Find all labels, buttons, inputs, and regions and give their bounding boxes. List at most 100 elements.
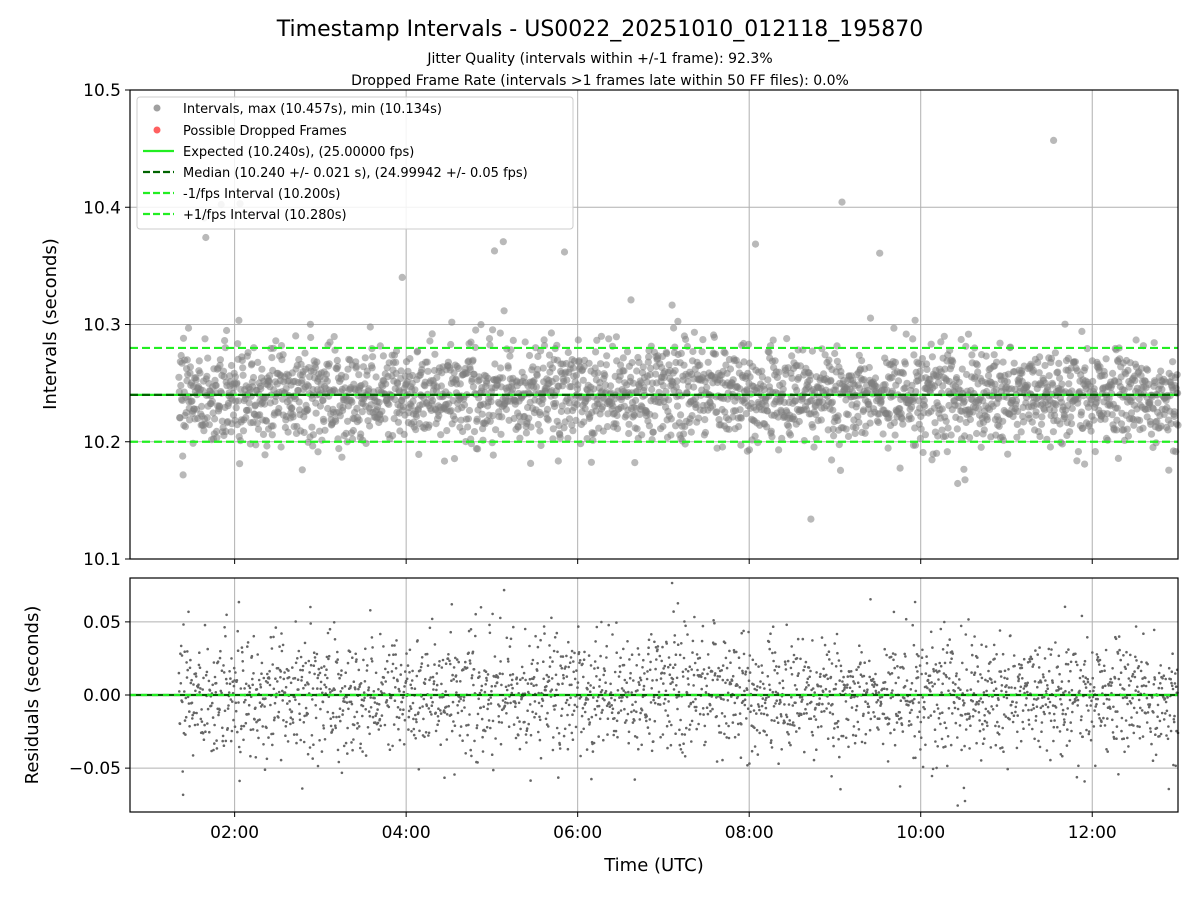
interval-point xyxy=(292,332,300,340)
residual-point xyxy=(266,681,270,684)
residual-point xyxy=(858,644,861,647)
interval-point xyxy=(587,458,596,466)
interval-point xyxy=(437,431,445,439)
residual-point xyxy=(720,669,723,672)
residual-point xyxy=(423,735,426,739)
residual-point xyxy=(642,688,645,691)
residual-point xyxy=(1028,657,1031,661)
residual-point xyxy=(903,696,906,700)
residual-point xyxy=(760,704,764,708)
residual-point xyxy=(206,647,209,651)
residual-point xyxy=(1021,709,1025,712)
residual-point xyxy=(800,713,803,716)
residual-point xyxy=(937,678,940,681)
residual-point xyxy=(941,711,944,714)
interval-point xyxy=(326,338,334,346)
residual-point xyxy=(824,687,828,691)
residual-point xyxy=(254,706,257,710)
interval-point xyxy=(353,404,361,412)
residual-point xyxy=(413,687,417,690)
residual-point xyxy=(433,643,437,646)
interval-point xyxy=(464,423,472,431)
residual-point xyxy=(980,676,984,680)
residual-point xyxy=(845,686,849,689)
residual-point xyxy=(951,712,954,715)
residual-point xyxy=(339,673,343,677)
residual-point xyxy=(722,698,725,701)
residual-point xyxy=(222,671,226,674)
residual-point xyxy=(605,656,608,659)
intervals-y-axis-label: Intervals (seconds) xyxy=(40,238,61,410)
residual-point xyxy=(717,724,721,728)
residual-point xyxy=(876,698,880,702)
residual-point xyxy=(371,646,374,649)
residual-point xyxy=(577,625,580,628)
residual-point xyxy=(647,652,650,656)
residual-point xyxy=(680,642,683,645)
residual-point xyxy=(359,746,362,750)
interval-point xyxy=(545,351,554,359)
residual-point xyxy=(576,681,580,684)
residual-point xyxy=(1012,654,1016,657)
residual-point xyxy=(802,712,806,715)
interval-point xyxy=(557,407,566,416)
interval-point xyxy=(313,358,321,366)
residual-point xyxy=(582,658,586,661)
residual-point xyxy=(604,689,608,693)
residual-point xyxy=(784,668,788,671)
residual-point xyxy=(435,672,439,675)
residual-point xyxy=(213,742,216,745)
interval-point xyxy=(435,412,443,420)
residual-point xyxy=(665,642,668,645)
residual-point xyxy=(467,629,471,633)
interval-point xyxy=(919,448,927,457)
residual-point xyxy=(322,665,326,668)
residual-point xyxy=(439,709,442,712)
residual-point xyxy=(916,676,920,679)
residual-point xyxy=(427,731,431,735)
residual-point xyxy=(667,656,671,659)
residual-point xyxy=(984,707,988,711)
residual-point xyxy=(631,721,635,724)
residual-point xyxy=(683,733,687,736)
residual-point xyxy=(575,705,579,709)
interval-point xyxy=(1173,371,1181,379)
residual-point xyxy=(345,701,349,704)
interval-point xyxy=(366,422,374,430)
residual-point xyxy=(725,666,729,670)
residual-point xyxy=(971,715,975,718)
interval-point xyxy=(827,376,835,384)
residual-point xyxy=(777,665,781,669)
interval-point xyxy=(927,340,935,348)
interval-point xyxy=(1012,397,1021,405)
residual-point xyxy=(203,723,206,727)
interval-point xyxy=(539,395,547,403)
interval-point xyxy=(964,330,973,338)
residual-point xyxy=(270,647,274,650)
residual-point xyxy=(960,714,964,717)
residual-point xyxy=(1007,686,1011,689)
interval-point xyxy=(647,364,655,372)
residual-point xyxy=(700,687,703,691)
residual-point xyxy=(789,743,792,747)
residual-point xyxy=(211,716,215,719)
residual-point xyxy=(404,679,408,683)
residual-point xyxy=(482,705,486,708)
residual-point xyxy=(572,660,575,663)
residual-point xyxy=(573,651,576,655)
residual-point xyxy=(182,623,185,626)
residual-point xyxy=(267,677,271,680)
residual-point xyxy=(225,682,229,685)
residual-point xyxy=(331,728,335,731)
residual-point xyxy=(1061,712,1064,716)
interval-point xyxy=(942,417,950,425)
residual-point xyxy=(326,710,330,714)
residual-point xyxy=(815,671,818,674)
residual-point xyxy=(618,670,622,674)
residual-point xyxy=(491,719,495,723)
interval-point xyxy=(277,443,285,451)
residual-point xyxy=(438,660,441,663)
residual-point xyxy=(341,713,344,716)
interval-point xyxy=(330,333,338,341)
residual-point xyxy=(944,745,947,748)
